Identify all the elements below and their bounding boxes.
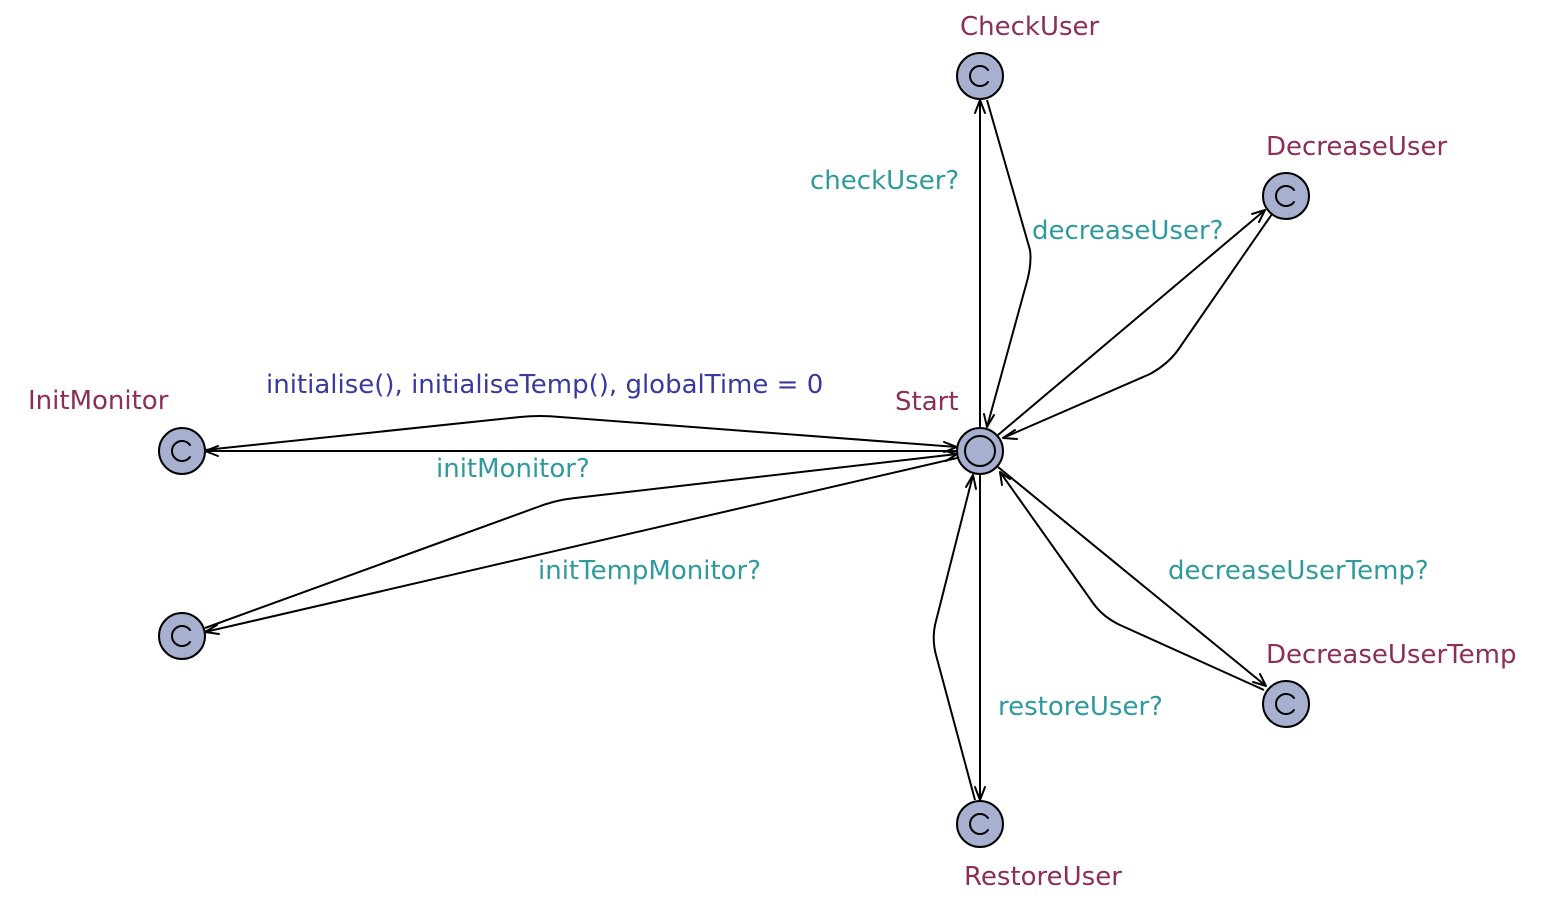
committed-icon (969, 65, 989, 87)
committed-icon (1275, 185, 1295, 207)
location-unnamed[interactable] (158, 612, 206, 660)
edge-decreaseuser-to-start[interactable] (1002, 213, 1273, 439)
checkuser-sync-label[interactable]: checkUser? (810, 166, 959, 196)
location-decreaseuser[interactable] (1262, 172, 1310, 220)
initial-marker-icon (964, 435, 996, 467)
location-checkuser[interactable] (956, 52, 1004, 100)
location-decreaseusertemp[interactable] (1262, 680, 1310, 728)
edge-restoreuser-to-start[interactable] (932, 474, 976, 801)
initmonitor-name: InitMonitor (28, 386, 169, 416)
decreaseuser-name: DecreaseUser (1266, 132, 1447, 162)
edges (204, 99, 1273, 801)
arrowhead-start-from-decreaseusertemp (999, 471, 1011, 486)
location-initmonitor[interactable] (158, 427, 206, 475)
restoreuser-sync-label[interactable]: restoreUser? (998, 692, 1163, 722)
restoreuser-name: RestoreUser (964, 862, 1122, 892)
edge-labels: checkUser? decreaseUser? initialise(), i… (266, 166, 1429, 722)
edge-unnamed-to-start[interactable] (204, 453, 958, 629)
arrowhead-start-from-decreaseuser (1002, 429, 1018, 440)
edge-checkuser-to-start[interactable] (986, 99, 1032, 428)
location-restoreuser[interactable] (956, 800, 1004, 848)
location-start[interactable] (956, 427, 1004, 475)
committed-icon (969, 813, 989, 835)
arrowhead-decreaseuser (1251, 209, 1266, 223)
committed-icon (171, 440, 191, 462)
arrowhead-start-from-checkuser (983, 413, 995, 428)
edge-decreaseusertemp-to-start[interactable] (999, 471, 1265, 691)
decreaseusertemp-sync-label[interactable]: decreaseUserTemp? (1168, 556, 1429, 586)
init-update-label[interactable]: initialise(), initialiseTemp(), globalTi… (266, 370, 823, 400)
arrowhead-decreaseusertemp (1252, 673, 1267, 687)
edge-start-to-unnamed[interactable] (204, 457, 958, 633)
committed-icon (1275, 693, 1295, 715)
inittempmonitor-sync-label[interactable]: initTempMonitor? (538, 556, 761, 586)
decreaseusertemp-name: DecreaseUserTemp (1266, 640, 1516, 670)
initmonitor-sync-label[interactable]: initMonitor? (436, 454, 590, 484)
edge-start-to-initmonitor-update[interactable] (204, 415, 958, 451)
arrowhead-start-from-restoreuser (965, 474, 977, 490)
edge-start-to-decreaseuser[interactable] (997, 209, 1266, 436)
location-names: Start CheckUser DecreaseUser InitMonitor… (28, 12, 1516, 892)
committed-icon (171, 625, 191, 647)
decreaseuser-sync-label[interactable]: decreaseUser? (1032, 216, 1223, 246)
checkuser-name: CheckUser (960, 12, 1100, 42)
edge-start-to-decreaseusertemp[interactable] (997, 466, 1267, 687)
start-name: Start (895, 387, 959, 417)
